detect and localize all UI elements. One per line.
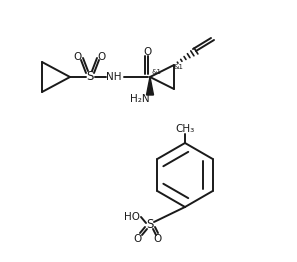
Text: S: S (86, 70, 94, 84)
Text: O: O (98, 52, 106, 62)
Text: &1: &1 (174, 64, 184, 70)
Text: &1: &1 (151, 69, 161, 75)
Text: CH₃: CH₃ (175, 124, 195, 134)
Text: O: O (154, 234, 162, 244)
Text: HO: HO (124, 212, 140, 222)
Polygon shape (146, 77, 154, 95)
Text: NH: NH (106, 72, 122, 82)
Text: O: O (134, 234, 142, 244)
Text: H₂N: H₂N (130, 94, 150, 104)
Text: O: O (74, 52, 82, 62)
Text: S: S (146, 219, 154, 232)
Text: O: O (144, 47, 152, 57)
